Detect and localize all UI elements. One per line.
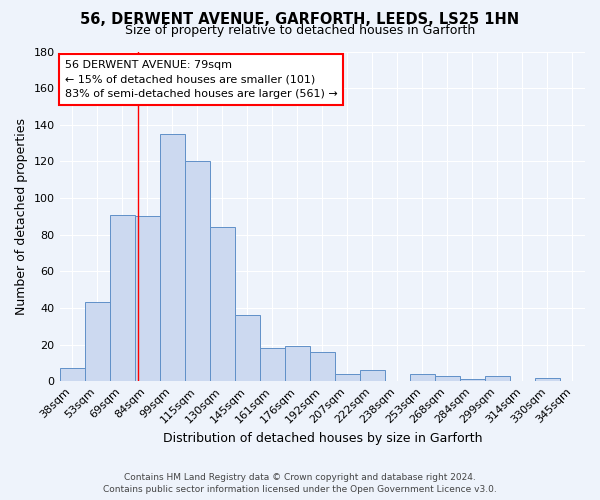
Bar (360, 370, 385, 381)
Bar (235, 316, 260, 381)
Y-axis label: Number of detached properties: Number of detached properties (15, 118, 28, 315)
Text: 56 DERWENT AVENUE: 79sqm
← 15% of detached houses are smaller (101)
83% of semi-: 56 DERWENT AVENUE: 79sqm ← 15% of detach… (65, 60, 338, 100)
Text: Size of property relative to detached houses in Garforth: Size of property relative to detached ho… (125, 24, 475, 37)
Bar (59, 368, 85, 381)
Bar (460, 380, 485, 381)
Bar (209, 228, 235, 381)
Text: 56, DERWENT AVENUE, GARFORTH, LEEDS, LS25 1HN: 56, DERWENT AVENUE, GARFORTH, LEEDS, LS2… (80, 12, 520, 28)
Text: Contains HM Land Registry data © Crown copyright and database right 2024.
Contai: Contains HM Land Registry data © Crown c… (103, 472, 497, 494)
Bar (110, 214, 134, 381)
Bar (160, 134, 185, 381)
Bar (310, 352, 335, 381)
Bar (485, 376, 510, 381)
Bar (134, 216, 160, 381)
Bar (285, 346, 310, 381)
Bar (85, 302, 110, 381)
Bar (410, 374, 435, 381)
Bar (185, 162, 209, 381)
Bar (335, 374, 360, 381)
X-axis label: Distribution of detached houses by size in Garforth: Distribution of detached houses by size … (163, 432, 482, 445)
Bar (260, 348, 285, 381)
Bar (435, 376, 460, 381)
Bar (535, 378, 560, 381)
